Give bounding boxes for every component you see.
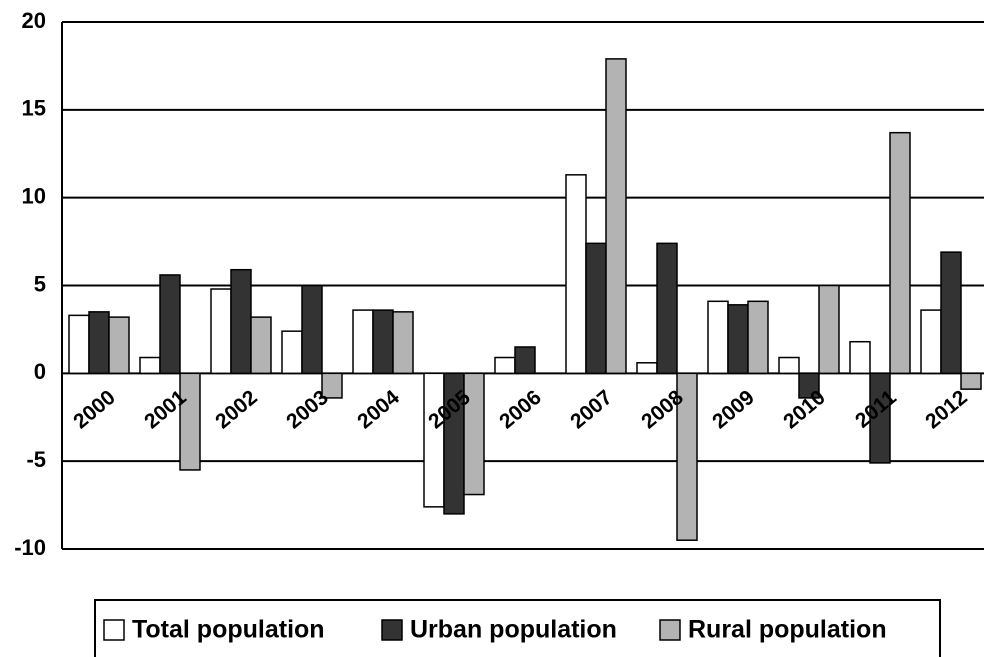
y-tick-label: -5 <box>26 447 46 472</box>
bar <box>636 362 658 375</box>
x-tick-label: 2002 <box>211 386 262 434</box>
y-tick-label: 0 <box>34 359 46 384</box>
bar <box>88 311 110 375</box>
legend: Total population Urban population Rural po… <box>94 599 941 657</box>
bar <box>281 330 303 375</box>
bar <box>605 58 627 375</box>
x-tick-label: 2006 <box>495 386 546 434</box>
legend-box <box>94 599 941 657</box>
y-tick-label: 5 <box>34 271 46 296</box>
legend-swatch <box>103 619 125 641</box>
bar <box>139 356 161 375</box>
bar <box>920 309 942 375</box>
bar <box>372 309 394 375</box>
bar <box>676 372 698 541</box>
x-tick-label: 2009 <box>708 386 759 434</box>
bar <box>585 242 607 375</box>
x-tick-label: 2012 <box>921 386 972 434</box>
bar <box>352 309 374 375</box>
bar <box>869 372 891 464</box>
x-tick-label: 2004 <box>353 386 404 434</box>
bar <box>849 340 871 375</box>
bar <box>798 372 820 399</box>
bar <box>960 372 982 390</box>
y-tick-label: -10 <box>14 535 46 560</box>
legend-label: Rural population <box>688 616 887 644</box>
bar <box>321 372 343 399</box>
legend-label: Total population <box>132 616 325 644</box>
bar <box>392 311 414 375</box>
bar <box>159 274 181 375</box>
bar <box>250 316 272 375</box>
bar <box>514 346 536 375</box>
legend-swatch <box>381 619 403 641</box>
bar <box>778 356 800 375</box>
bar <box>210 288 232 375</box>
legend-swatch <box>659 619 681 641</box>
bar <box>423 372 445 508</box>
bar <box>940 251 962 375</box>
bar <box>727 304 749 375</box>
bar <box>108 316 130 375</box>
bar <box>494 356 516 375</box>
bar <box>301 284 323 375</box>
bar <box>889 131 911 375</box>
bar <box>656 242 678 375</box>
y-tick-label: 15 <box>22 96 46 121</box>
x-tick-label: 2007 <box>566 386 617 434</box>
bar <box>818 284 840 375</box>
bar <box>179 372 201 471</box>
y-tick-label: 20 <box>22 8 46 33</box>
bar <box>747 300 769 375</box>
x-tick-label: 2000 <box>69 386 120 434</box>
bar <box>707 300 729 375</box>
legend-label: Urban population <box>410 616 617 644</box>
bar <box>68 314 90 375</box>
bar <box>463 372 485 496</box>
bar <box>565 174 587 375</box>
bar <box>230 268 252 375</box>
y-tick-label: 10 <box>22 183 46 208</box>
